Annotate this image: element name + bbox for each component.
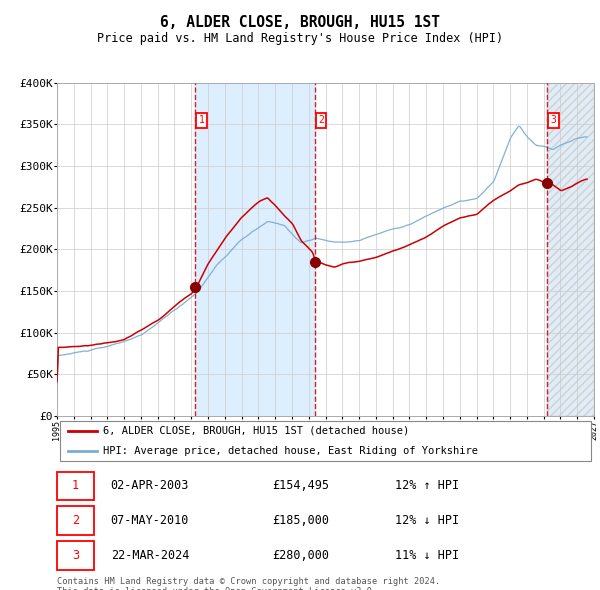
FancyBboxPatch shape [57,471,94,500]
Text: Price paid vs. HM Land Registry's House Price Index (HPI): Price paid vs. HM Land Registry's House … [97,32,503,45]
Text: 3: 3 [71,549,79,562]
Text: 6, ALDER CLOSE, BROUGH, HU15 1ST: 6, ALDER CLOSE, BROUGH, HU15 1ST [160,15,440,30]
Text: 02-APR-2003: 02-APR-2003 [111,479,189,492]
Text: 12% ↓ HPI: 12% ↓ HPI [395,514,460,527]
FancyBboxPatch shape [57,506,94,535]
Text: 2: 2 [318,115,324,125]
Text: 11% ↓ HPI: 11% ↓ HPI [395,549,460,562]
Text: 1: 1 [199,115,205,125]
Text: 12% ↑ HPI: 12% ↑ HPI [395,479,460,492]
Text: £280,000: £280,000 [272,549,329,562]
Text: 3: 3 [551,115,557,125]
Text: HPI: Average price, detached house, East Riding of Yorkshire: HPI: Average price, detached house, East… [103,446,478,456]
Text: £154,495: £154,495 [272,479,329,492]
Text: 1: 1 [71,479,79,492]
Text: £185,000: £185,000 [272,514,329,527]
FancyBboxPatch shape [59,421,592,461]
Text: 07-MAY-2010: 07-MAY-2010 [111,514,189,527]
Text: 6, ALDER CLOSE, BROUGH, HU15 1ST (detached house): 6, ALDER CLOSE, BROUGH, HU15 1ST (detach… [103,426,409,436]
Bar [547,83,594,416]
Text: Contains HM Land Registry data © Crown copyright and database right 2024.
This d: Contains HM Land Registry data © Crown c… [57,577,440,590]
Bar [196,83,315,416]
Text: 2: 2 [71,514,79,527]
Text: 22-MAR-2024: 22-MAR-2024 [111,549,189,562]
FancyBboxPatch shape [57,542,94,570]
